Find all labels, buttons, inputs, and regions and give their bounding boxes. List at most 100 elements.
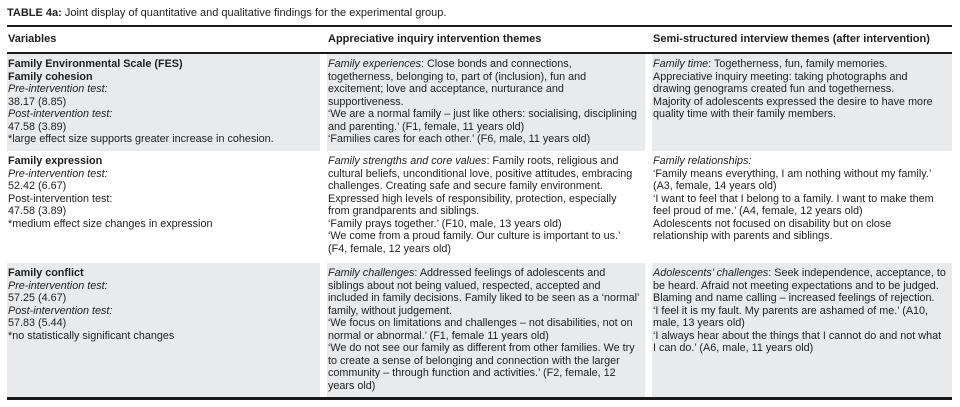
table-header-rule (7, 52, 952, 54)
text-run: ‘Families cares for each other.’ (F6, ma… (328, 133, 591, 145)
cell-ai-themes-row1: Family experiences: Close bonds and conn… (327, 54, 645, 151)
text-run: Post-intervention test: (8, 108, 113, 120)
paragraph: Pre-intervention test: (8, 168, 315, 181)
text-run: ‘We focus on limitations and challenges … (328, 317, 633, 342)
text-run: Post-intervention test: (8, 192, 113, 205)
paragraph: ‘We do not see our family as different f… (328, 342, 640, 392)
column-header-variables: Variables (8, 33, 57, 45)
cell-variables-row1: Family Environmental Scale (FES) Family c… (7, 54, 320, 151)
paragraph: Post-intervention test: (8, 108, 315, 121)
text-run: Family relationships: (653, 155, 752, 167)
paragraph: Post-intervention test: (8, 193, 315, 206)
text-run: Post-intervention test: (8, 304, 113, 317)
text-run: Family expression (8, 155, 103, 167)
column-header-ai-themes: Appreciative inquiry intervention themes (328, 33, 542, 45)
cell-variables-row2: Family expression Pre-intervention test: 5… (7, 151, 320, 263)
text-run: : Togetherness, fun, family memories. (708, 58, 888, 70)
paragraph: Family experiences: Close bonds and conn… (328, 58, 640, 108)
paragraph: Appreciative inquiry meeting: taking pho… (653, 71, 947, 96)
paragraph: 47.58 (3.89) (8, 205, 315, 218)
paragraph: ‘Family prays together.’ (F10, male, 13 … (328, 218, 640, 231)
paragraph: ‘I want to feel that I belong to a famil… (653, 193, 947, 218)
cell-variables-row3: Family conflict Pre-intervention test: 57.… (7, 263, 320, 397)
text-run: Family challenges (328, 267, 415, 279)
paragraph: Family strengths and core values: Family… (328, 155, 640, 218)
cell-ai-themes-row2: Family strengths and core values: Family… (327, 151, 645, 263)
cell-interview-themes-row2: Family relationships: ‘Family means every… (652, 151, 952, 263)
paragraph: ‘We are a normal family – just like othe… (328, 108, 640, 133)
paragraph: Adolescents not focused on disability bu… (653, 218, 947, 243)
table-bottom-rule (7, 397, 952, 400)
text-run: 57.25 (4.67) (8, 292, 67, 304)
text-run: : Addressed feelings of adolescents and … (328, 267, 640, 317)
table-row-family-conflict: Family conflict Pre-intervention test: 57.… (7, 263, 952, 397)
text-run: Family strengths and core values (328, 155, 487, 167)
text-run: Family experiences (328, 58, 422, 70)
paragraph: ‘We focus on limitations and challenges … (328, 317, 640, 342)
text-run: Pre-intervention test: (8, 167, 108, 180)
paragraph: ‘I always hear about the things that I c… (653, 330, 947, 355)
paragraph: 52.42 (6.67) (8, 180, 315, 193)
table-caption: TABLE 4a: Joint display of quantitative … (7, 6, 952, 25)
text-run: 47.58 (3.89) (8, 120, 67, 133)
paragraph: ‘I feel it is my fault. My parents are a… (653, 305, 947, 330)
table-row-family-cohesion: Family Environmental Scale (FES) Family c… (7, 54, 952, 151)
paragraph: Post-intervention test: (8, 305, 315, 318)
text-run: *no statistically significant changes (8, 329, 175, 342)
text-run: Pre-intervention test: (8, 83, 108, 95)
paragraph: Majority of adolescents expressed the de… (653, 96, 947, 121)
paragraph: ‘Families cares for each other.’ (F6, ma… (328, 133, 640, 146)
paragraph: Family relationships: (653, 155, 947, 168)
cell-interview-themes-row1: Family time: Togetherness, fun, family m… (652, 54, 952, 151)
cell-interview-themes-row3: Adolescents’ challenges: Seek independen… (652, 263, 952, 397)
paragraph: ‘Family means everything, I am nothing w… (653, 168, 947, 193)
cell-ai-themes-row3: Family challenges: Addressed feelings of… (327, 263, 645, 397)
paragraph: 57.83 (5.44) (8, 317, 315, 330)
paragraph: Family expression (8, 155, 315, 168)
paragraph: Pre-intervention test: (8, 280, 315, 293)
text-run: 38.17 (8.85) (8, 95, 67, 108)
text-run: ‘We come from a proud family. Our cultur… (328, 230, 621, 255)
text-run: ‘We are a normal family – just like othe… (328, 108, 637, 133)
text-run: ‘I feel it is my fault. My parents are a… (653, 304, 929, 330)
paragraph: Family cohesion (8, 71, 315, 84)
text-run: Majority of adolescents expressed the de… (653, 95, 933, 121)
text-run: Pre-intervention test: (8, 279, 108, 292)
paragraph: Family challenges: Addressed feelings of… (328, 267, 640, 317)
text-run: 47.58 (3.89) (8, 205, 67, 217)
paragraph: 38.17 (8.85) (8, 96, 315, 109)
text-run: Appreciative inquiry meeting: taking pho… (653, 70, 908, 96)
text-run: : Seek independence, acceptance, to be h… (653, 267, 946, 304)
text-run: ‘I always hear about the things that I c… (653, 329, 942, 355)
text-run: : Close bonds and connections, togethern… (328, 58, 587, 108)
text-run: 57.83 (5.44) (8, 317, 67, 329)
paragraph: Family time: Togetherness, fun, family m… (653, 58, 947, 71)
text-run: ‘We do not see our family as different f… (328, 342, 635, 392)
paragraph: *no statistically significant changes (8, 330, 315, 343)
paragraph: Family Environmental Scale (FES) (8, 58, 315, 71)
text-run: Adolescents not focused on disability bu… (653, 217, 892, 243)
text-run: Adolescents’ challenges (653, 267, 769, 279)
text-run: : Family roots, religious and cultural b… (328, 155, 633, 217)
text-run: ‘I want to feel that I belong to a famil… (653, 192, 934, 218)
text-run: *medium effect size changes in expressio… (8, 217, 213, 230)
table-caption-text: Joint display of quantitative and qualit… (61, 7, 447, 19)
column-header-interview-themes: Semi-structured interview themes (after … (653, 33, 930, 45)
text-run: *large effect size supports greater incr… (8, 133, 274, 145)
table-row-family-expression: Family expression Pre-intervention test: 5… (7, 151, 952, 263)
paragraph: *medium effect size changes in expressio… (8, 218, 315, 231)
text-run: Family time (653, 58, 709, 70)
table-top-rule (7, 25, 952, 27)
paragraph: Family conflict (8, 267, 315, 280)
text-run: ‘Family prays together.’ (F10, male, 13 … (328, 217, 562, 230)
paragraph: Pre-intervention test: (8, 83, 315, 96)
text-run: Family cohesion (8, 70, 93, 83)
paragraph: 57.25 (4.67) (8, 292, 315, 305)
paragraph: Adolescents’ challenges: Seek independen… (653, 267, 947, 305)
text-run: Family conflict (8, 267, 84, 279)
text-run: ‘Family means everything, I am nothing w… (653, 167, 931, 193)
paragraph: ‘We come from a proud family. Our cultur… (328, 230, 640, 255)
paragraph: 47.58 (3.89) (8, 121, 315, 134)
table-caption-label: TABLE 4a: (7, 7, 62, 19)
